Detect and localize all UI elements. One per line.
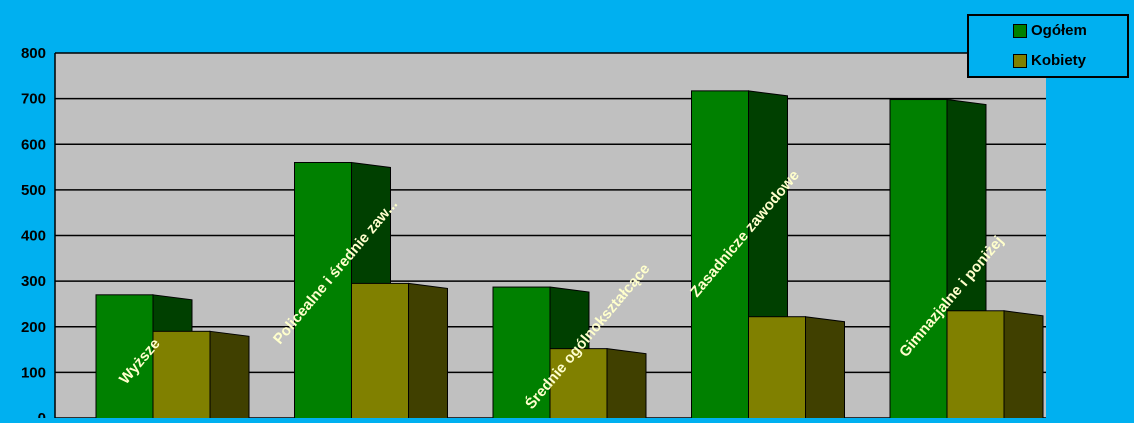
bar-ogolem — [889, 99, 948, 423]
y-axis-tick-labels: 0 100 200 300 400 500 600 700 800 — [21, 45, 46, 423]
bars — [95, 90, 1044, 423]
bar-kobiety — [152, 330, 211, 423]
y-tick-label: 200 — [21, 319, 46, 336]
bar-side-kobiety — [1003, 310, 1044, 423]
y-tick-label: 800 — [21, 45, 46, 62]
bar-side-kobiety — [408, 282, 448, 423]
legend-item-kobiety: Kobiety — [1013, 52, 1086, 69]
bar-ogolem — [95, 294, 154, 423]
y-tick-label: 100 — [21, 364, 46, 381]
y-tick-label: 300 — [21, 273, 46, 290]
legend: Ogółem Kobiety — [967, 14, 1129, 78]
bar-ogolem — [492, 286, 551, 423]
y-tick-label: 600 — [21, 136, 46, 153]
y-tick-label: 0 — [38, 410, 46, 418]
bar-kobiety — [748, 316, 806, 423]
legend-label-kobiety: Kobiety — [1031, 52, 1087, 69]
bar-kobiety — [549, 348, 608, 423]
y-tick-label: 700 — [21, 91, 46, 108]
legend-item-ogolem: Ogółem — [1013, 22, 1087, 39]
bar-kobiety — [351, 282, 409, 423]
bar-side-kobiety — [606, 348, 647, 423]
legend-swatch-ogolem — [1013, 23, 1027, 38]
legend-swatch-kobiety — [1013, 53, 1027, 68]
bar-side-kobiety — [805, 316, 845, 423]
bar-kobiety — [946, 310, 1005, 423]
y-tick-label: 500 — [21, 182, 46, 199]
bar-ogolem — [294, 162, 352, 423]
y-tick-label: 400 — [21, 228, 46, 245]
legend-label-ogolem: Ogółem — [1031, 22, 1087, 39]
bar-side-kobiety — [209, 330, 250, 423]
bar-ogolem — [691, 90, 749, 423]
